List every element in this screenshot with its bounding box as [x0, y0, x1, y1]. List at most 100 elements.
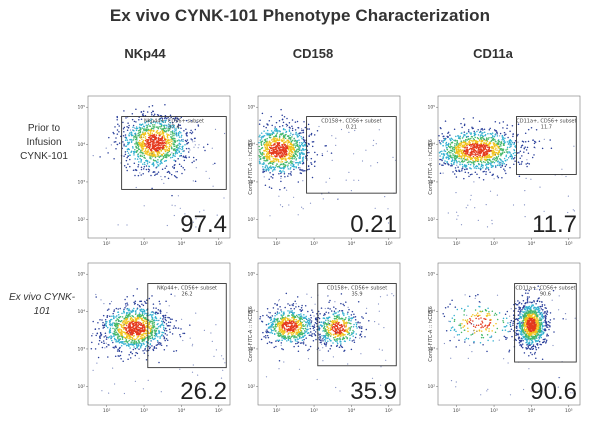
cell-event-dot: [269, 133, 272, 136]
cell-event-dot: [119, 354, 122, 357]
cell-event-dot: [489, 127, 491, 130]
cell-event-dot: [275, 130, 277, 133]
cell-event-dot: [141, 333, 143, 336]
cell-event-dot: [270, 115, 272, 118]
cell-event-dot: [448, 150, 450, 153]
cell-events: [92, 103, 226, 228]
cell-event-dot: [299, 308, 301, 311]
cell-event-dot: [274, 312, 277, 315]
cell-event-dot: [165, 165, 168, 167]
cell-event-dot: [287, 175, 289, 177]
cell-event-dot: [147, 151, 150, 153]
cell-event-dot: [293, 137, 295, 140]
cell-event-dot: [483, 158, 486, 160]
cell-event-dot: [294, 151, 296, 153]
cell-event-dot: [452, 153, 454, 155]
cell-event-dot: [279, 305, 281, 308]
cell-event-dot: [513, 163, 515, 165]
cell-event-dot: [163, 326, 165, 329]
cell-event-dot: [137, 143, 139, 146]
cell-event-dot: [137, 326, 139, 329]
cell-event-dot: [302, 148, 304, 151]
cell-event-dot: [182, 332, 184, 335]
cell-event-dot: [272, 168, 275, 171]
cell-event-dot: [473, 143, 476, 145]
cell-event-dot: [203, 209, 205, 211]
cell-event-dot: [178, 139, 180, 141]
cell-event-dot: [113, 317, 115, 320]
cell-event-dot: [169, 157, 172, 159]
cell-event-dot: [262, 171, 264, 174]
cell-event-dot: [162, 331, 165, 334]
cell-event-dot: [330, 152, 333, 154]
cell-event-dot: [272, 329, 274, 332]
cell-event-dot: [174, 155, 176, 158]
cell-event-dot: [193, 137, 196, 140]
cell-event-dot: [147, 120, 150, 123]
cell-event-dot: [159, 337, 161, 339]
cell-event-dot: [292, 144, 294, 146]
cell-event-dot: [266, 314, 268, 317]
cell-event-dot: [147, 170, 150, 173]
cell-event-dot: [109, 327, 112, 329]
cell-event-dot: [134, 347, 137, 350]
cell-event-dot: [155, 131, 157, 134]
cell-event-dot: [92, 333, 94, 335]
cell-event-dot: [273, 167, 276, 170]
cell-event-dot: [269, 331, 271, 334]
cell-event-dot: [116, 336, 119, 338]
cell-event-dot: [165, 329, 168, 332]
cell-event-dot: [487, 149, 490, 151]
cell-event-dot: [312, 311, 314, 313]
cell-event-dot: [181, 318, 183, 320]
cell-event-dot: [141, 136, 143, 138]
cell-event-dot: [113, 157, 115, 160]
cell-event-dot: [453, 148, 456, 151]
cell-event-dot: [477, 162, 480, 165]
cell-event-dot: [119, 338, 121, 340]
cell-event-dot: [182, 339, 184, 342]
cell-event-dot: [463, 124, 466, 127]
cell-event-dot: [172, 327, 175, 330]
cell-event-dot: [567, 195, 569, 197]
cell-event-dot: [128, 339, 130, 342]
cell-event-dot: [127, 126, 130, 129]
cell-event-dot: [191, 139, 193, 141]
cell-event-dot: [133, 342, 136, 344]
cell-event-dot: [278, 119, 281, 122]
cell-event-dot: [511, 141, 514, 144]
cell-event-dot: [302, 161, 305, 164]
cell-event-dot: [151, 337, 154, 340]
cell-event-dot: [294, 161, 297, 164]
scatter-panel-row2-NKp44: 10² 10² 10³ 10³ 10⁴ 10⁴ 10⁵ 10⁵ NKp44+, CD56+ su…: [77, 259, 234, 414]
cell-event-dot: [456, 218, 458, 220]
cell-event-dot: [297, 345, 300, 348]
cell-event-dot: [283, 139, 285, 141]
cell-event-dot: [159, 137, 162, 140]
cell-event-dot: [145, 150, 147, 153]
cell-event-dot: [153, 322, 155, 324]
cell-event-dot: [461, 154, 464, 156]
cell-event-dot: [514, 140, 517, 142]
cell-event-dot: [145, 145, 147, 147]
cell-event-dot: [453, 163, 455, 166]
cell-event-dot: [199, 211, 201, 213]
cell-event-dot: [167, 127, 169, 130]
cell-event-dot: [462, 157, 465, 160]
cell-event-dot: [142, 349, 144, 352]
cell-event-dot: [458, 155, 461, 158]
cell-event-dot: [136, 288, 138, 290]
x-tick-label: 10⁴: [348, 408, 356, 414]
cell-event-dot: [470, 132, 473, 134]
cell-event-dot: [502, 137, 504, 139]
cell-event-dot: [149, 329, 152, 332]
cell-event-dot: [177, 327, 180, 329]
cell-event-dot: [157, 127, 160, 130]
cell-event-dot: [149, 337, 152, 340]
cell-event-dot: [134, 135, 137, 137]
cell-event-dot: [173, 137, 175, 140]
cell-event-dot: [185, 134, 188, 136]
cell-event-dot: [260, 144, 263, 147]
cell-event-dot: [161, 139, 163, 142]
cell-event-dot: [471, 149, 473, 151]
